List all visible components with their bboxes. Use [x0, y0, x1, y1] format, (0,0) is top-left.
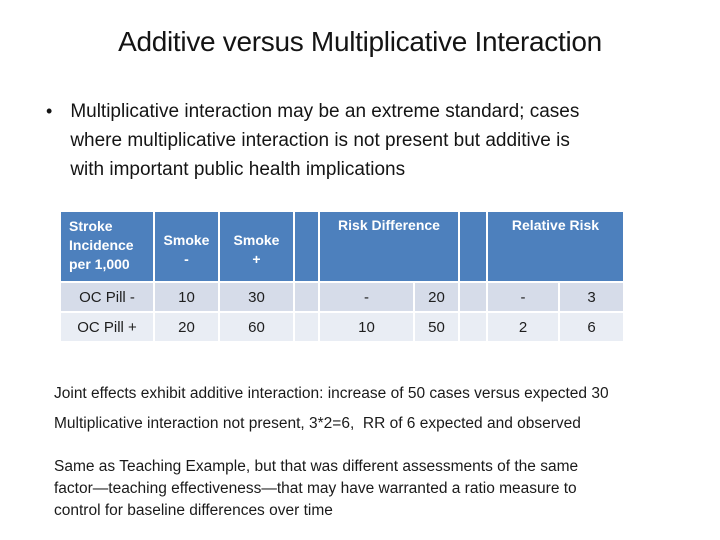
- slide-title: Additive versus Multiplicative Interacti…: [118, 26, 602, 57]
- spacer-cell: [458, 311, 488, 343]
- header-risk-difference: Risk Difference: [318, 210, 460, 283]
- header-line: +: [252, 250, 261, 267]
- data-cell: 30: [218, 281, 295, 313]
- paragraph-line: Same as Teaching Example, but that was d…: [54, 458, 579, 475]
- table-header-row: Stroke Incidence per 1,000 Smoke - Smoke…: [59, 210, 625, 283]
- paragraph-line: factor—teaching effectiveness—that may h…: [54, 480, 577, 497]
- bullet-line: with important public health implication…: [70, 159, 406, 180]
- row-label-cell: OC Pill -: [59, 281, 155, 313]
- data-cell: -: [486, 281, 560, 313]
- data-cell: 20: [153, 311, 220, 343]
- data-cell: 10: [153, 281, 220, 313]
- header-spacer-cell: [293, 210, 320, 283]
- header-stroke-incidence: Stroke Incidence per 1,000: [59, 210, 155, 283]
- data-cell: 3: [558, 281, 625, 313]
- header-line: per 1,000: [69, 256, 130, 272]
- data-cell: 2: [486, 311, 560, 343]
- header-line: Incidence: [69, 237, 134, 253]
- bullet-item: • Multiplicative interaction may be an e…: [46, 97, 686, 184]
- header-line: -: [184, 250, 189, 267]
- bullet-marker-icon: •: [46, 101, 53, 121]
- header-smoke-minus: Smoke -: [153, 210, 220, 283]
- bullet-line: Multiplicative interaction may be an ext…: [70, 101, 580, 122]
- spacer-cell: [458, 281, 488, 313]
- data-cell: 6: [558, 311, 625, 343]
- bullet-text: Multiplicative interaction may be an ext…: [70, 97, 579, 184]
- row-label-cell: OC Pill +: [59, 311, 155, 343]
- bullet-line: where multiplicative interaction is not …: [70, 130, 570, 151]
- note-multiplicative: Multiplicative interaction not present, …: [54, 415, 581, 432]
- paragraph-line: control for baseline differences over ti…: [54, 502, 333, 519]
- interaction-table: Stroke Incidence per 1,000 Smoke - Smoke…: [59, 210, 625, 343]
- data-cell: 50: [413, 311, 460, 343]
- table-row-oc-pill-minus: OC Pill - 10 30 - 20 - 3: [59, 281, 625, 313]
- header-line: Stroke: [69, 218, 113, 234]
- header-line: Smoke: [233, 231, 280, 248]
- header-smoke-plus: Smoke +: [218, 210, 295, 283]
- table-row-oc-pill-plus: OC Pill + 20 60 10 50 2 6: [59, 311, 625, 343]
- data-cell: 10: [318, 311, 415, 343]
- data-cell: 60: [218, 311, 295, 343]
- interaction-table-wrap: Stroke Incidence per 1,000 Smoke - Smoke…: [59, 210, 625, 343]
- header-relative-risk: Relative Risk: [486, 210, 625, 283]
- data-cell: -: [318, 281, 415, 313]
- spacer-cell: [293, 311, 320, 343]
- closing-paragraph: Same as Teaching Example, but that was d…: [54, 456, 704, 522]
- header-line: Smoke: [163, 231, 210, 248]
- spacer-cell: [293, 281, 320, 313]
- note-joint-effects: Joint effects exhibit additive interacti…: [54, 385, 609, 402]
- header-spacer-cell: [458, 210, 488, 283]
- data-cell: 20: [413, 281, 460, 313]
